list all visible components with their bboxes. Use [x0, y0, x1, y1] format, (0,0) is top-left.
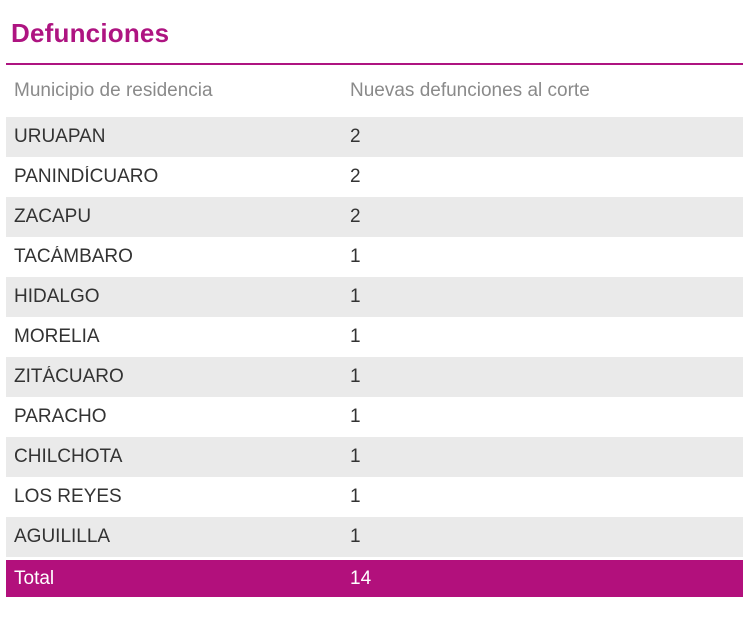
- value-cell: 2: [350, 126, 361, 147]
- table-row[interactable]: TACÁMBARO 1: [6, 237, 743, 277]
- total-label: Total: [14, 567, 55, 589]
- defunciones-panel: Defunciones Municipio de residencia Nuev…: [6, 18, 743, 597]
- value-cell: 1: [350, 366, 361, 387]
- value-cell: 1: [350, 246, 361, 267]
- municipio-cell: PARACHO: [14, 406, 107, 427]
- table-row[interactable]: LOS REYES 1: [6, 477, 743, 517]
- municipio-cell: TACÁMBARO: [14, 246, 133, 267]
- value-cell: 1: [350, 446, 361, 467]
- column-header-municipio: Municipio de residencia: [14, 80, 213, 101]
- table-total-row: Total 14: [6, 560, 743, 597]
- municipio-cell: ZACAPU: [14, 206, 92, 227]
- value-cell: 1: [350, 406, 361, 427]
- table-row[interactable]: URUAPAN 2: [6, 117, 743, 157]
- municipio-cell: MORELIA: [14, 326, 100, 347]
- table-row[interactable]: CHILCHOTA 1: [6, 437, 743, 477]
- table-row[interactable]: PARACHO 1: [6, 397, 743, 437]
- table-row[interactable]: AGUILILLA 1: [6, 517, 743, 557]
- value-cell: 2: [350, 166, 361, 187]
- value-cell: 1: [350, 526, 361, 547]
- title-divider: [6, 63, 743, 65]
- table-row[interactable]: HIDALGO 1: [6, 277, 743, 317]
- table-header-row: Municipio de residencia Nuevas defuncion…: [6, 65, 743, 117]
- total-value: 14: [350, 567, 372, 589]
- value-cell: 2: [350, 206, 361, 227]
- municipio-cell: URUAPAN: [14, 126, 106, 147]
- page-title: Defunciones: [11, 18, 170, 48]
- table-row[interactable]: ZITÁCUARO 1: [6, 357, 743, 397]
- municipio-cell: ZITÁCUARO: [14, 366, 124, 387]
- table-row[interactable]: ZACAPU 2: [6, 197, 743, 237]
- value-cell: 1: [350, 486, 361, 507]
- municipio-cell: CHILCHOTA: [14, 446, 123, 467]
- municipio-cell: PANINDÍCUARO: [14, 166, 159, 187]
- table-body: URUAPAN 2 PANINDÍCUARO 2 ZACAPU 2 TACÁMB…: [6, 117, 743, 557]
- municipio-cell: LOS REYES: [14, 486, 122, 507]
- municipio-cell: AGUILILLA: [14, 526, 111, 547]
- value-cell: 1: [350, 326, 361, 347]
- column-header-nuevas-defunciones: Nuevas defunciones al corte: [350, 80, 590, 101]
- table-row[interactable]: PANINDÍCUARO 2: [6, 157, 743, 197]
- municipio-cell: HIDALGO: [14, 286, 100, 307]
- table-row[interactable]: MORELIA 1: [6, 317, 743, 357]
- value-cell: 1: [350, 286, 361, 307]
